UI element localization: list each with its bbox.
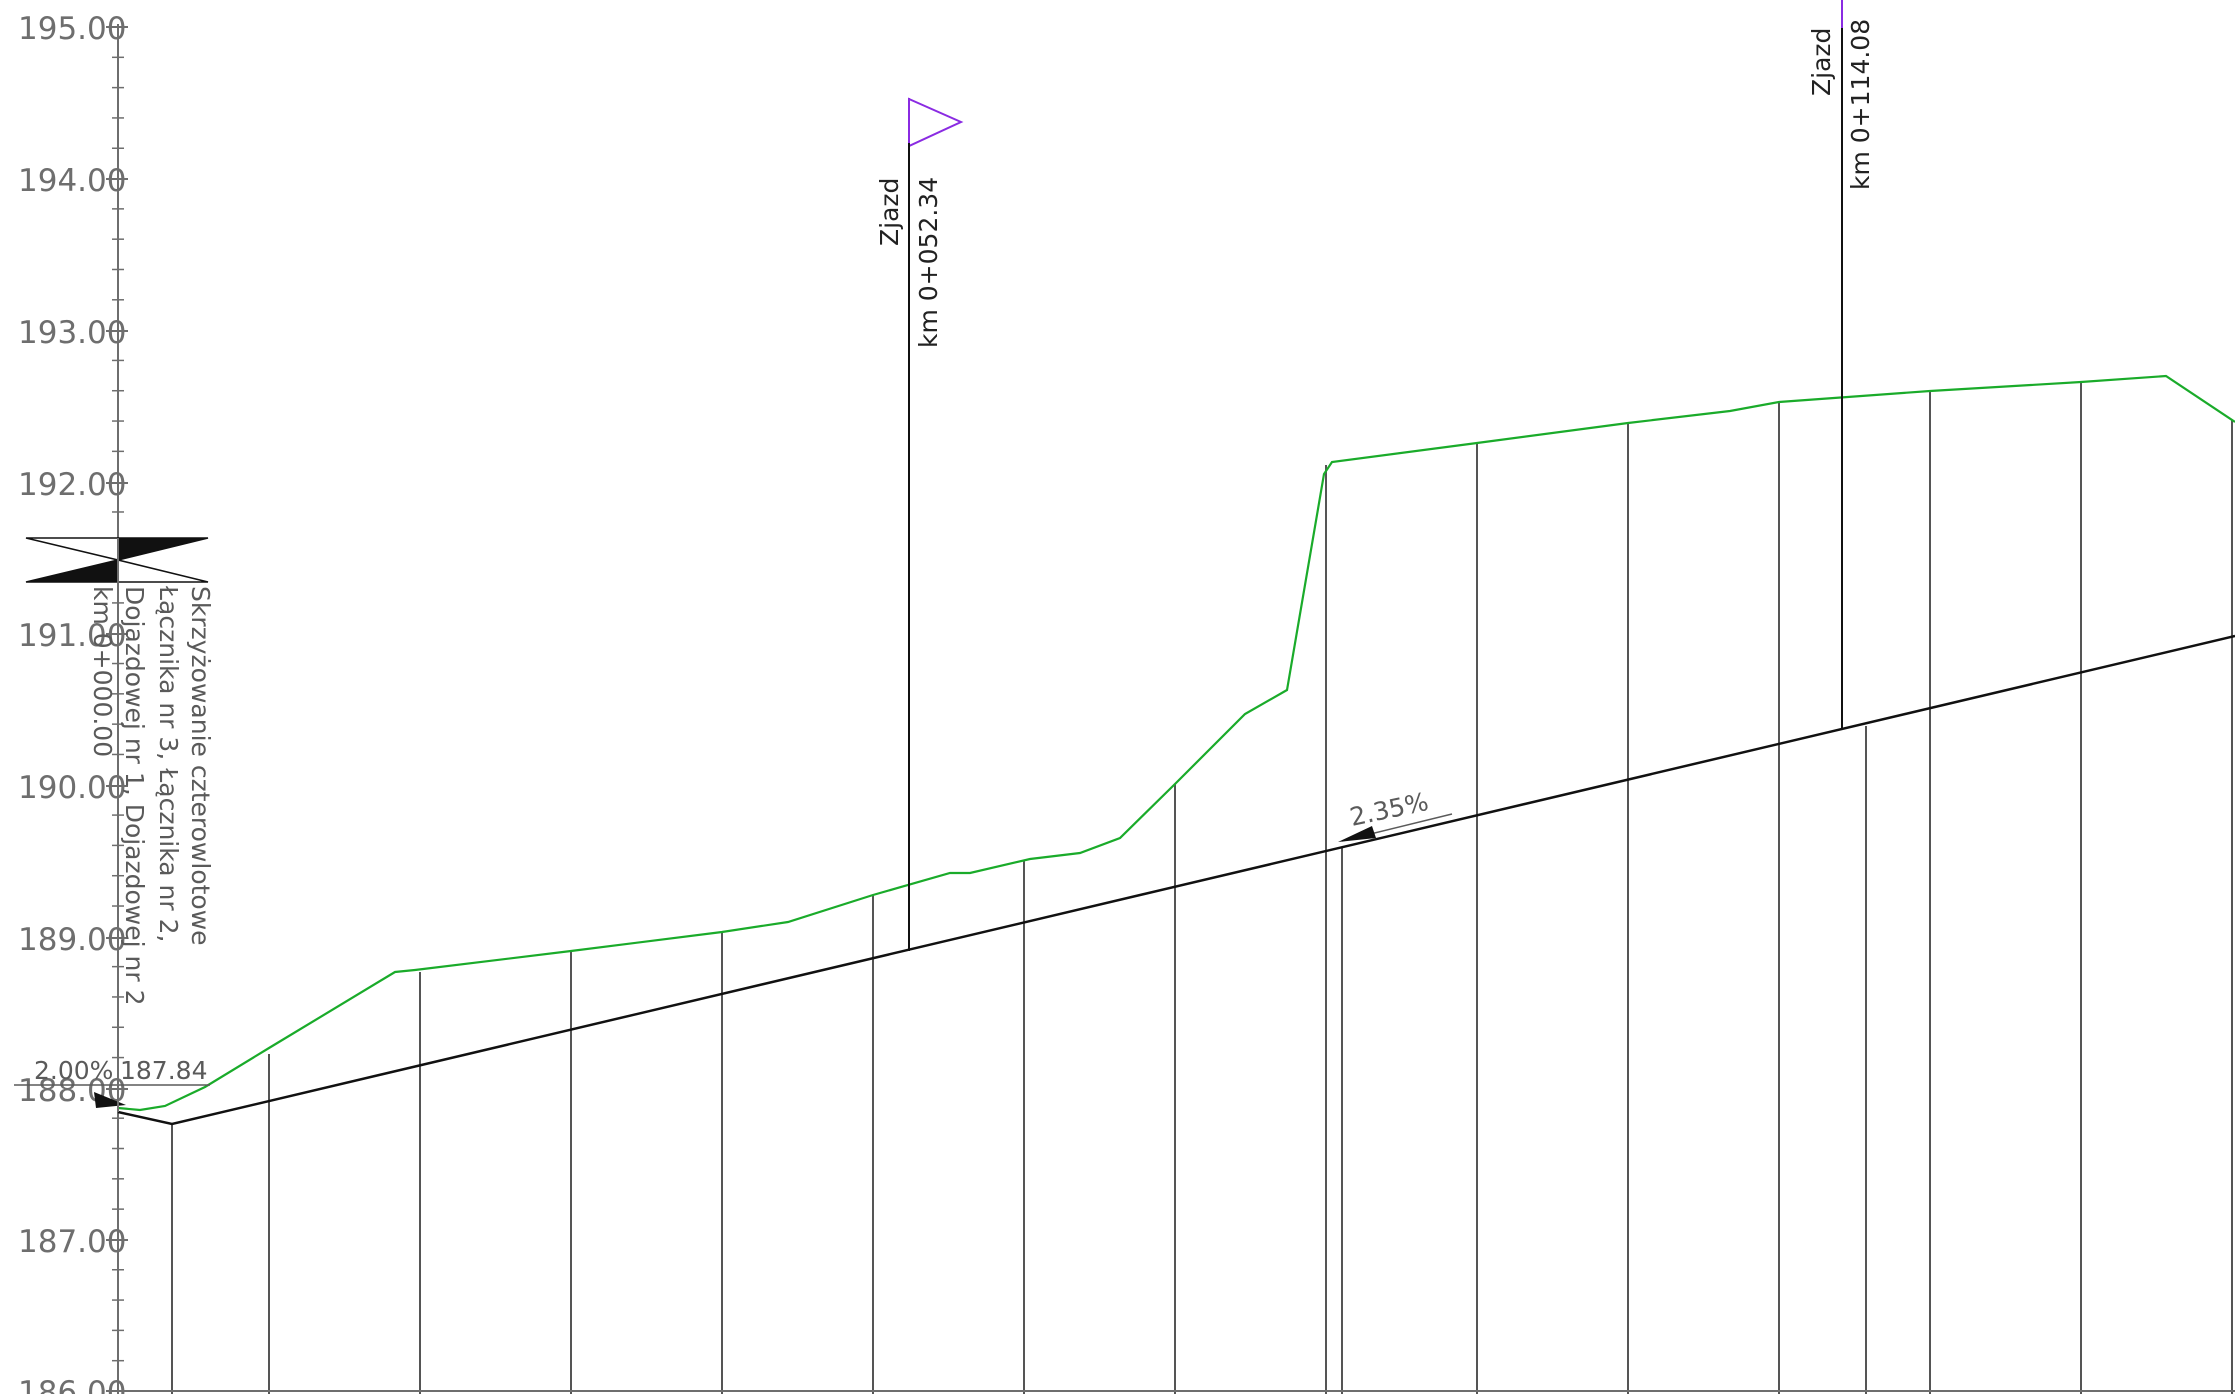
exit-1-title: Zjazd (875, 178, 904, 246)
start-marker-text: Skrzyżowanie czterowlotowe Łącznika nr 3… (88, 585, 215, 1005)
start-marker-white-lower (117, 559, 209, 583)
design-grade-line (117, 634, 2235, 1126)
terrain-line (117, 374, 2235, 1112)
start-marker-line-4: km 0+000.00 (88, 586, 117, 757)
station-lines (171, 382, 2233, 1394)
start-marker-black-lower (25, 559, 119, 583)
start-marker (25, 537, 209, 1112)
grade-label: 2.35% (1347, 787, 1431, 832)
start-grade-label: 2.00% (34, 1056, 113, 1085)
y-tick-label: 186.00 (18, 1375, 126, 1394)
start-marker-white-upper (25, 537, 119, 561)
y-tick-label: 189.00 (18, 922, 126, 958)
exit-1-km: km 0+052.34 (914, 177, 943, 348)
start-marker-black-upper (117, 537, 209, 561)
start-elevation-label: 187.84 (120, 1056, 207, 1085)
exit-marker-1: Zjazd km 0+052.34 (875, 97, 964, 951)
exit-2-title: Zjazd (1807, 28, 1836, 96)
y-tick-label: 195.00 (18, 11, 126, 47)
exit-1-flag (908, 97, 964, 148)
y-tick-label: 193.00 (18, 315, 126, 351)
start-marker-line-1: Skrzyżowanie czterowlotowe (186, 586, 215, 946)
y-tick-label: 192.00 (18, 467, 126, 503)
exit-marker-2: Zjazd km 0+114.08 (1807, 0, 1875, 730)
start-grade-annotation: 2.00% 187.84 (14, 1056, 210, 1108)
exit-2-km: km 0+114.08 (1846, 19, 1875, 190)
start-marker-line-3: Dojazdowej nr 1, Dojazdowej nr 2 (120, 586, 149, 1005)
grade-arrowhead (1338, 826, 1376, 842)
y-tick-label: 190.00 (18, 770, 126, 806)
start-marker-line-2: Łącznika nr 3, Łącznika nr 2, (154, 585, 183, 942)
y-tick-label: 194.00 (18, 163, 126, 199)
y-tick-label: 191.00 (18, 618, 126, 654)
y-tick-label: 187.00 (18, 1224, 126, 1260)
